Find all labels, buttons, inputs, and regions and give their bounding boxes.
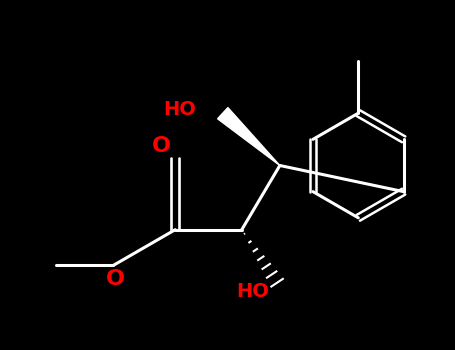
Polygon shape — [217, 107, 280, 166]
Text: HO: HO — [164, 100, 197, 119]
Text: HO: HO — [237, 282, 269, 301]
Text: O: O — [106, 269, 125, 289]
Text: O: O — [152, 136, 172, 156]
